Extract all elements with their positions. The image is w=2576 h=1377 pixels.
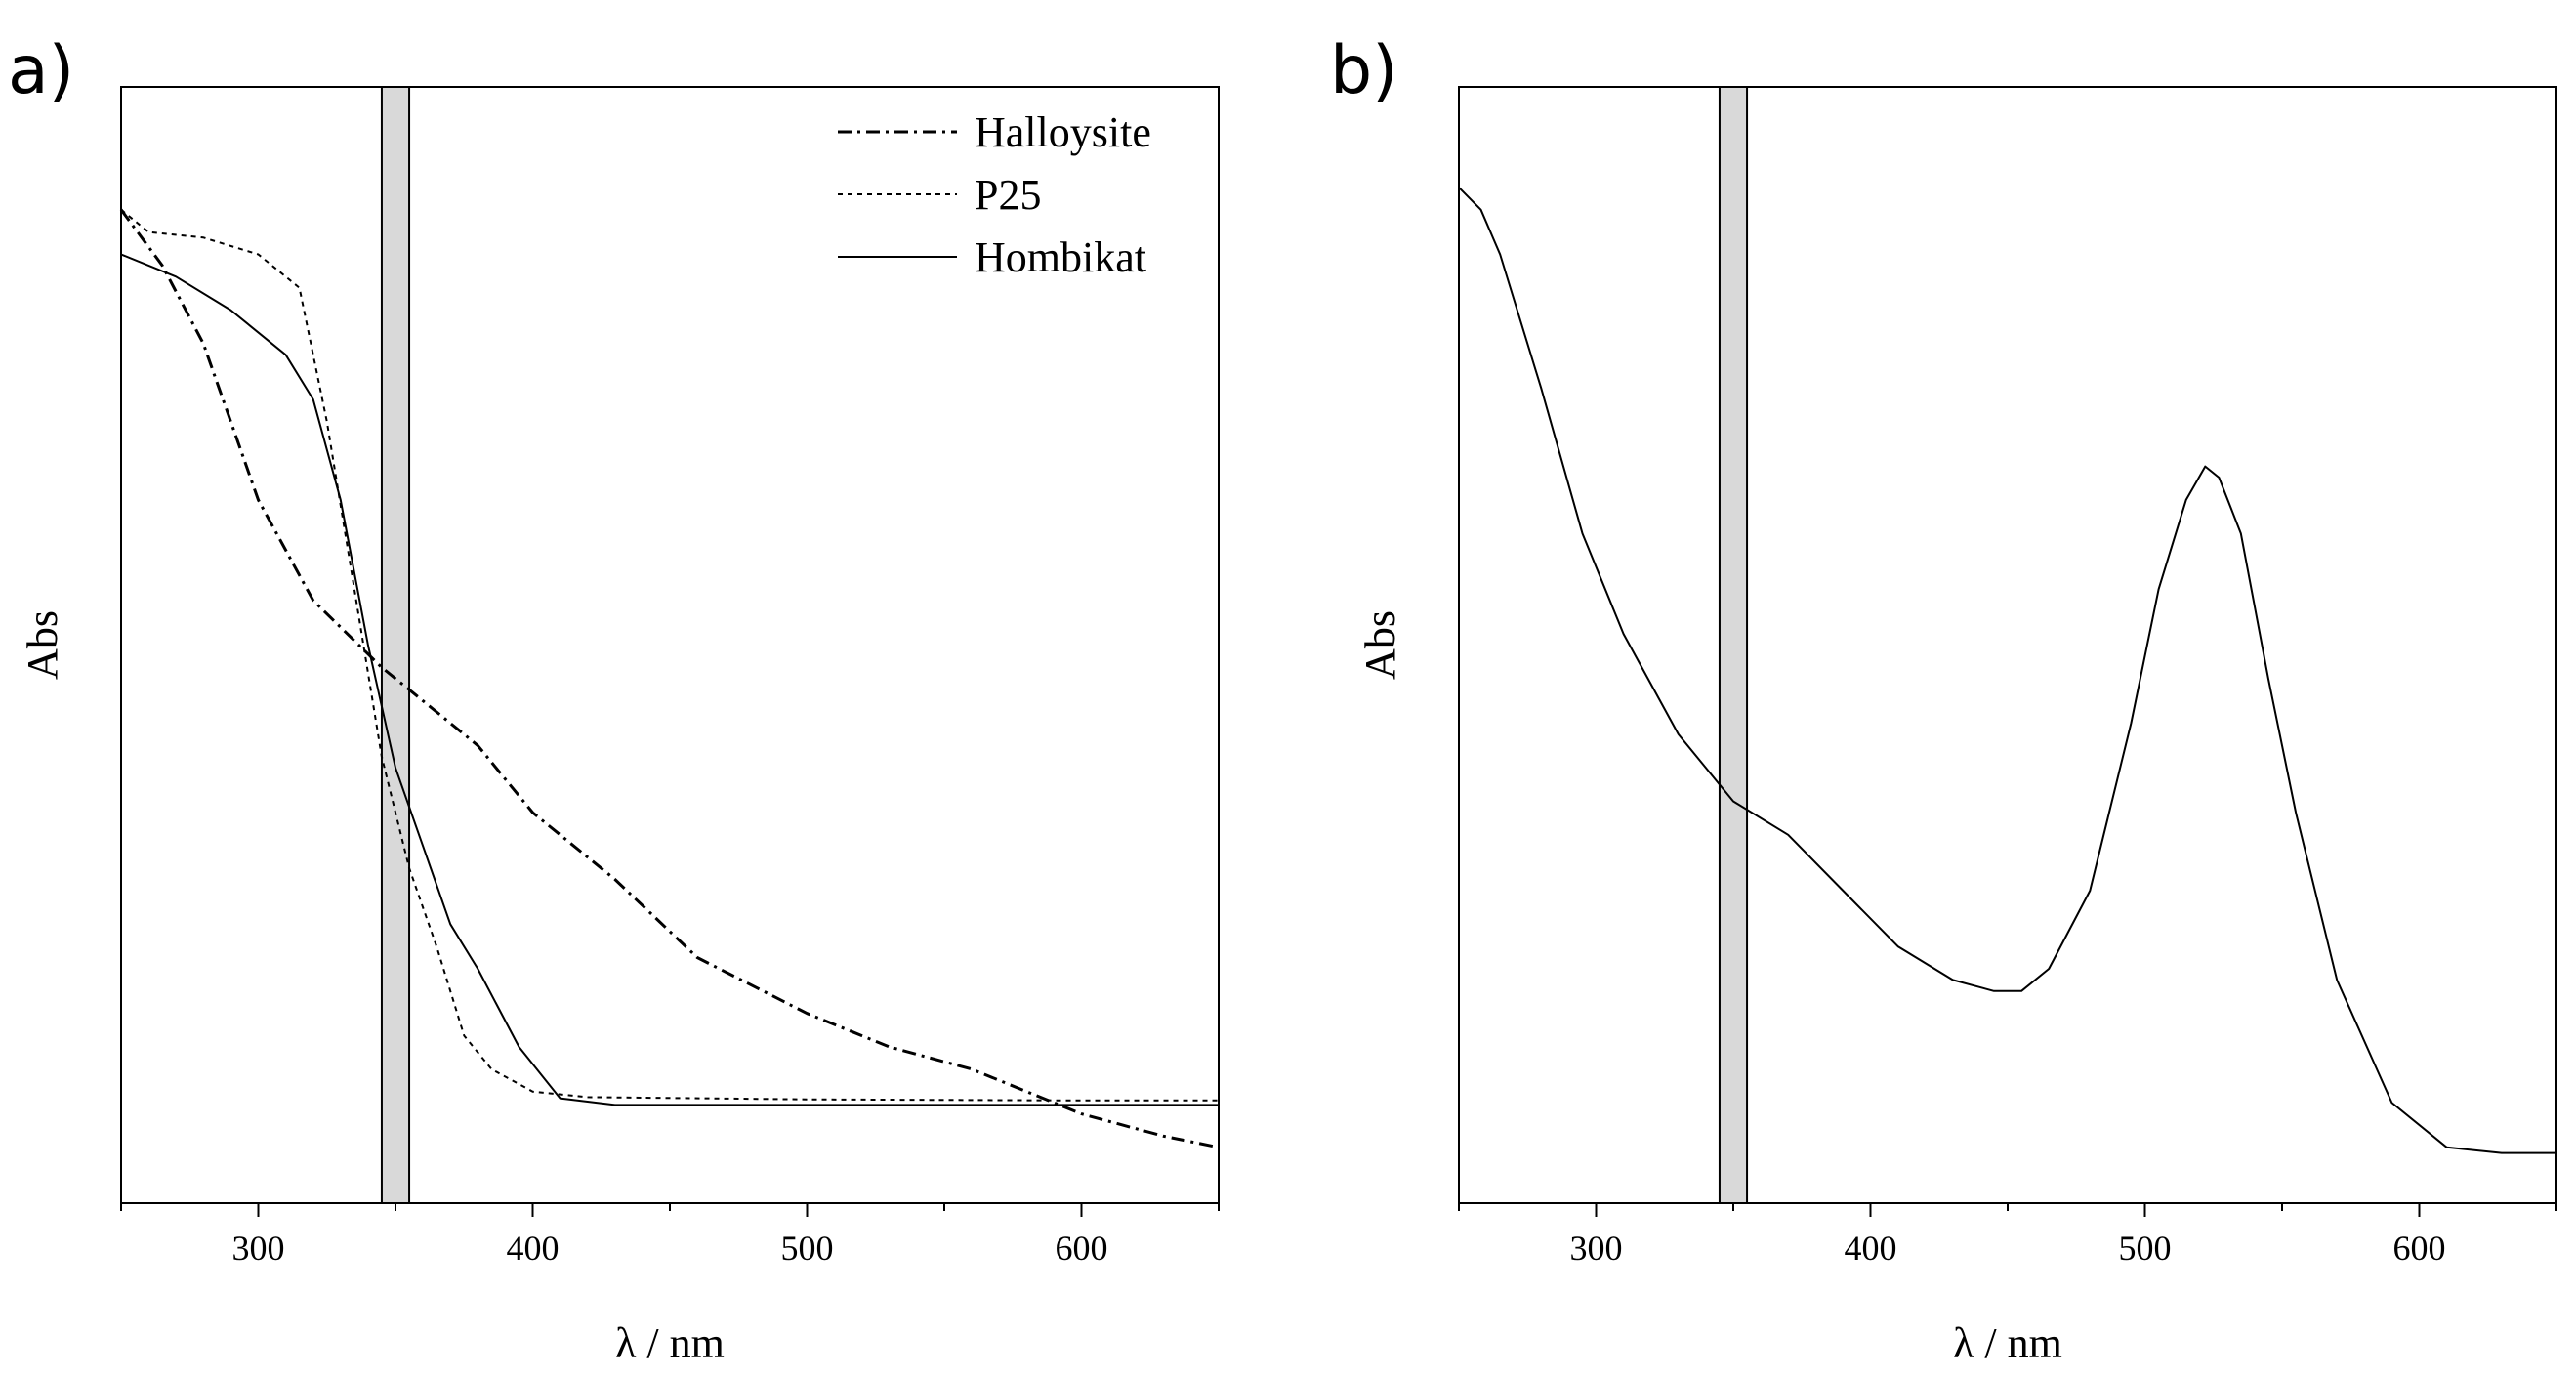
panel-b-x-tick-label-300: 300 bbox=[1570, 1229, 1623, 1268]
panel-a-x-tick-label-300: 300 bbox=[232, 1229, 285, 1268]
panel-a-x-tick-label-400: 400 bbox=[507, 1229, 560, 1268]
panel-a-x-tick-label-500: 500 bbox=[781, 1229, 834, 1268]
panel-a-series-hombikat bbox=[120, 253, 1219, 1106]
panel-b-x-tick-label-500: 500 bbox=[2119, 1229, 2172, 1268]
panel-b: b) 300 400 500 600 λ / nm Abs bbox=[1330, 32, 2557, 1367]
panel-b-highlight-band bbox=[1718, 86, 1749, 1204]
legend: Halloysite P25 Hombikat bbox=[838, 108, 1151, 281]
legend-label-p25: P25 bbox=[975, 171, 1041, 219]
panel-b-letter: b) bbox=[1330, 32, 1398, 109]
panel-b-x-tick-label-400: 400 bbox=[1845, 1229, 1897, 1268]
panel-a-letter: a) bbox=[8, 32, 74, 109]
legend-label-hombikat: Hombikat bbox=[975, 233, 1146, 281]
panel-b-x-tick-label-600: 600 bbox=[2393, 1229, 2446, 1268]
panel-a: a) 300 400 500 600 λ / nm Abs Halloysite P25 Hom… bbox=[8, 32, 1220, 1367]
legend-label-halloysite: Halloysite bbox=[975, 108, 1151, 156]
panel-b-x-axis-label: λ / nm bbox=[1953, 1319, 2062, 1367]
panel-a-x-axis-label: λ / nm bbox=[615, 1319, 725, 1367]
panel-a-highlight-band bbox=[380, 86, 411, 1204]
panel-a-series-p25 bbox=[120, 208, 1219, 1102]
panel-a-y-axis-label: Abs bbox=[19, 610, 66, 680]
panel-b-plot-frame bbox=[1458, 86, 2557, 1204]
panel-b-y-axis-label: Abs bbox=[1356, 610, 1404, 680]
panel-a-x-tick-label-600: 600 bbox=[1056, 1229, 1108, 1268]
panel-a-series-halloysite bbox=[119, 208, 1220, 1149]
panel-b-series-spectrum bbox=[1458, 187, 2556, 1154]
